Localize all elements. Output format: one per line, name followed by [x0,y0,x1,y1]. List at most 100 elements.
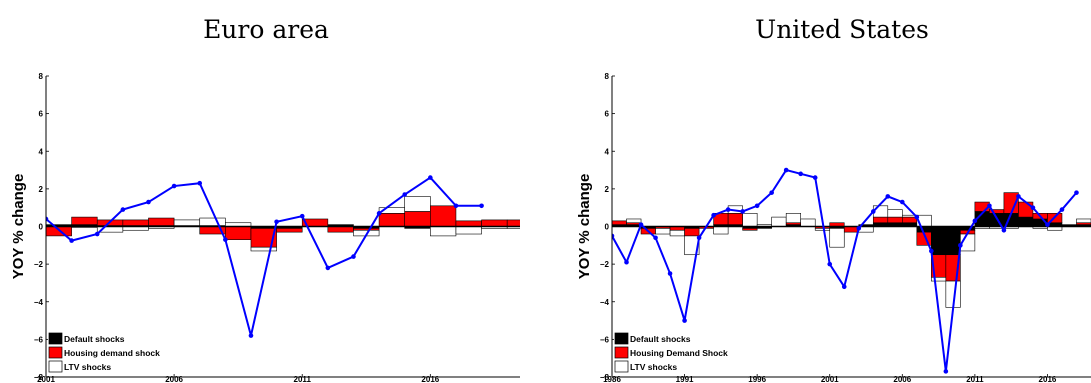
bar-ltv-shocks-1989 [655,228,671,235]
bar-housing-demand-shock-2018 [481,219,508,227]
line-point-1995 [740,209,745,214]
line-series [46,176,482,336]
line-point-1991 [682,318,687,323]
x-tick-label: 2006 [893,375,911,383]
legend-swatch [614,360,629,373]
line-point-1990 [667,271,673,276]
bar-housing-demand-shock-2008 [225,226,252,240]
y-tick-label: 0 [605,223,610,232]
bar-housing-demand-shock-2010 [276,228,303,233]
line-point-2014 [1016,194,1021,199]
y-tick-label: −4 [34,298,44,307]
bar-housing-demand-shock-1995 [742,228,758,231]
bar-housing-demand-shock-2005 [148,217,175,226]
line-point-1993 [711,212,716,218]
y-tick-label: 2 [605,185,610,194]
line-point-2011 [972,218,978,224]
legend-swatch [48,346,63,359]
plot-area [612,167,1091,374]
legend-label: LTV shocks [630,362,677,372]
x-tick-label: 2011 [294,375,312,383]
line-point-2008 [929,248,934,254]
line-point-2017 [453,203,459,209]
y-tick-label: 4 [39,147,44,156]
bar-default-shocks-2014 [1018,216,1034,227]
bar-ltv-shocks-2017 [455,226,482,235]
legend-label: Default shocks [630,334,691,344]
line-point-1996 [754,203,760,209]
line-point-2003 [94,231,100,237]
line-point-2012 [325,265,331,271]
legend-box [614,331,754,374]
chart-title: United States [755,15,929,44]
bar-ltv-shocks-2007 [199,217,226,226]
bar-default-shocks-2007 [916,226,932,233]
x-tick-label: 2006 [165,375,183,383]
y-axis-label: YOY % change [576,174,593,280]
line-point-2009 [248,333,254,338]
bar-housing-demand-shock-1994 [727,213,743,225]
line-point-2010 [274,219,279,225]
y-tick-label: −8 [600,373,610,382]
bar-ltv-shocks-1998 [785,213,801,224]
y-tick-label: −2 [34,260,44,269]
legend: Default shocks Housing demand shock LTV sh… [48,331,188,374]
y-tick-label: 6 [605,110,610,119]
y-tick-label: −8 [34,373,44,382]
line-point-2013 [351,254,356,259]
legend-swatch [48,332,63,345]
legend-label: Housing Demand Shock [630,348,728,358]
x-tick-label: 1986 [603,375,621,383]
bar-housing-demand-shock-2002 [843,226,860,233]
bar-ltv-shocks-1999 [800,218,816,227]
x-tick-label: 2011 [966,375,984,383]
bar-ltv-shocks-1993 [713,226,729,235]
line-point-2004 [870,209,876,214]
line-point-2016 [428,175,433,180]
bar-housing-demand-shock-2005 [887,216,903,224]
line-point-2016 [1045,222,1050,227]
line-point-2013 [1001,227,1007,233]
line-point-2006 [900,199,905,205]
plot-area [46,175,520,338]
line-point-2009 [943,369,949,374]
bar-ltv-shocks-2005 [887,209,903,218]
line-point-2017 [1059,207,1065,212]
chart-euro-area: Euro area YOY % change −8 −6 −4 −2 0 2 4 6 8 2001 20… [10,15,520,383]
bar-housing-demand-shock-2014 [1018,201,1034,218]
y-tick-label: −6 [600,335,610,344]
line-point-2010 [958,243,963,248]
y-tick-label: 0 [39,223,44,232]
y-tick-label: 8 [605,72,610,81]
legend-label: Default shocks [64,334,125,344]
y-tick-label: 8 [39,72,44,81]
line-point-2007 [914,214,920,220]
y-axis-label: YOY % change [10,174,27,280]
bar-ltv-shocks-1991 [684,235,700,256]
line-point-1989 [653,235,658,241]
x-tick-label: 2016 [1039,375,1057,383]
bar-housing-demand-shock-2017 [455,220,482,227]
line-point-1999 [798,171,803,177]
bar-ltv-shocks-1995 [742,213,758,227]
bar-housing-demand-shock-2016 [430,205,457,227]
bar-housing-demand-shock-2014 [378,213,406,227]
legend-box [48,331,188,374]
y-tick-label: 4 [605,147,610,156]
bar-housing-demand-shock-1991 [684,228,700,237]
bar-ltv-shocks-2018 [1076,218,1091,224]
bar-housing-demand-shock-2006 [902,216,918,224]
line-point-2015 [402,192,408,197]
line-point-2018 [479,203,484,209]
bar-ltv-shocks-2006 [173,219,201,226]
line-point-2001 [46,216,49,222]
bar-ltv-shocks-1987 [626,218,642,224]
line-point-1988 [638,222,644,227]
bar-ltv-shocks-2001 [829,228,845,248]
y-tick-label: 6 [39,110,44,119]
bar-ltv-shocks-2009 [250,246,277,252]
chart-title: Euro area [203,15,329,44]
x-tick-label: 2001 [37,375,55,383]
line-point-2006 [171,183,177,189]
